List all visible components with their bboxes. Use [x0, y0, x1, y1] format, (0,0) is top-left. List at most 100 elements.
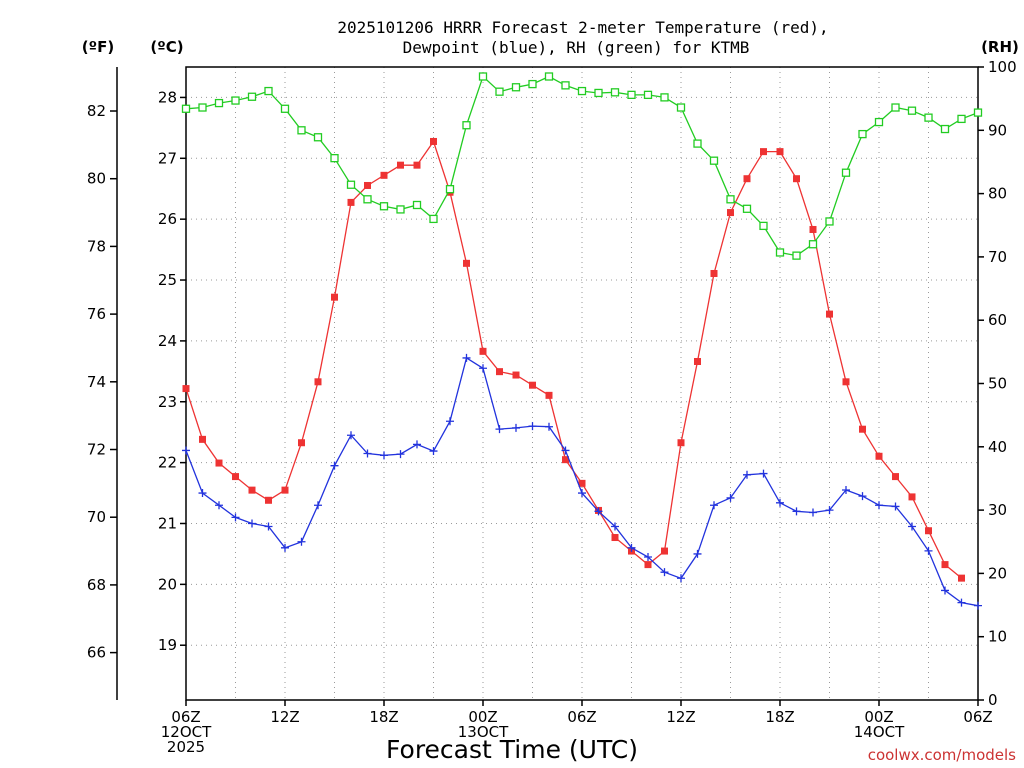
- rh-point: [627, 90, 636, 100]
- rh-point: [247, 92, 257, 101]
- time-tick-label: 12Z: [270, 708, 299, 726]
- time-tick-label: 13OCT: [458, 723, 509, 741]
- series-rh: [181, 72, 983, 260]
- dewpoint-point: [941, 586, 949, 595]
- time-tick-label: 18Z: [765, 708, 794, 726]
- dewpoint-point: [957, 598, 966, 607]
- temperature-point: [529, 381, 536, 389]
- temperature-point: [875, 452, 883, 460]
- dewpoint-point: [891, 502, 900, 511]
- rh-point: [957, 114, 966, 124]
- fahrenheit-tick-label: 78: [87, 237, 106, 255]
- temperature-point: [710, 269, 718, 277]
- rh-point: [544, 72, 554, 81]
- temperature-point: [380, 171, 388, 179]
- time-tick-label: 06Z: [963, 708, 992, 726]
- data-series: [181, 72, 983, 610]
- dewpoint-point: [627, 543, 636, 552]
- temperature-point: [265, 496, 272, 504]
- rh-point: [495, 87, 504, 96]
- temperature-point: [694, 357, 701, 365]
- series-dewpoint: [182, 353, 982, 610]
- series-line: [185, 140, 962, 579]
- grid-lines: [186, 67, 978, 700]
- rh-tick-label: 50: [988, 375, 1007, 393]
- dewpoint-point: [908, 522, 916, 531]
- temperature-point: [182, 385, 190, 393]
- temperature-point: [232, 473, 239, 481]
- rh-point: [676, 103, 686, 112]
- temperature-point: [413, 161, 421, 169]
- fahrenheit-tick-label: 80: [87, 170, 106, 188]
- rh-point: [808, 240, 818, 249]
- rh-tick-label: 40: [988, 438, 1007, 456]
- rh-point: [478, 72, 488, 81]
- time-tick-label: 00Z: [864, 708, 893, 726]
- dewpoint-point: [792, 507, 801, 516]
- rh-point: [825, 217, 834, 226]
- dewpoint-point: [297, 537, 306, 546]
- celsius-tick-label: 21: [158, 514, 177, 532]
- axes: [110, 66, 984, 706]
- dewpoint-point: [248, 519, 256, 528]
- temperature-point: [776, 148, 784, 156]
- credit-text: coolwx.com/models: [868, 746, 1016, 764]
- dewpoint-point: [726, 493, 735, 502]
- rh-point: [660, 93, 669, 102]
- rh-point: [363, 195, 372, 204]
- rh-tick-label: 10: [988, 628, 1007, 646]
- rh-point: [412, 200, 422, 210]
- temperature-point: [908, 493, 916, 501]
- time-tick-label: 00Z: [468, 708, 497, 726]
- dewpoint-point: [413, 440, 421, 449]
- temperature-point: [215, 459, 223, 467]
- rh-tick-label: 100: [988, 58, 1017, 76]
- temperature-point: [298, 439, 305, 447]
- dewpoint-point: [215, 501, 223, 510]
- rh-point: [379, 202, 389, 211]
- rh-point: [181, 104, 191, 113]
- dewpoint-point: [182, 446, 190, 455]
- rh-point: [330, 154, 339, 163]
- rh-point: [594, 88, 603, 98]
- rh-point: [973, 108, 983, 117]
- celsius-tick-label: 24: [158, 332, 177, 350]
- fahrenheit-tick-label: 66: [87, 644, 106, 662]
- time-tick-label: 18Z: [369, 708, 398, 726]
- rh-point: [214, 98, 224, 108]
- fahrenheit-tick-label: 68: [87, 576, 106, 594]
- dewpoint-point: [875, 501, 883, 510]
- rh-tick-label: 30: [988, 501, 1007, 519]
- rh-point: [759, 221, 768, 231]
- rh-point: [858, 129, 867, 139]
- rh-point: [874, 117, 884, 127]
- dewpoint-point: [660, 568, 669, 577]
- temperature-point: [677, 439, 685, 447]
- temperature-point: [760, 148, 767, 156]
- dewpoint-point: [545, 422, 553, 431]
- rh-point: [280, 104, 290, 113]
- time-tick-label: 14OCT: [854, 723, 905, 741]
- celsius-tick-label: 27: [158, 149, 177, 167]
- temperature-point: [463, 259, 470, 267]
- dewpoint-point: [776, 498, 784, 507]
- dewpoint-point: [842, 486, 850, 495]
- temperature-point: [281, 486, 289, 494]
- rh-tick-label: 70: [988, 248, 1007, 266]
- dewpoint-point: [528, 422, 537, 431]
- rh-point: [643, 90, 653, 100]
- rh-point: [264, 86, 273, 96]
- fahrenheit-tick-label: 74: [87, 373, 106, 391]
- dewpoint-point: [512, 423, 520, 432]
- rh-point: [313, 133, 323, 142]
- rh-tick-label: 0: [988, 691, 998, 709]
- dewpoint-point: [429, 447, 438, 456]
- rh-point: [709, 156, 719, 165]
- temperature-point: [727, 209, 734, 217]
- temperature-point: [793, 175, 800, 183]
- rh-point: [396, 205, 405, 214]
- rh-point: [907, 106, 917, 115]
- dewpoint-point: [446, 417, 454, 426]
- dewpoint-point: [825, 506, 834, 515]
